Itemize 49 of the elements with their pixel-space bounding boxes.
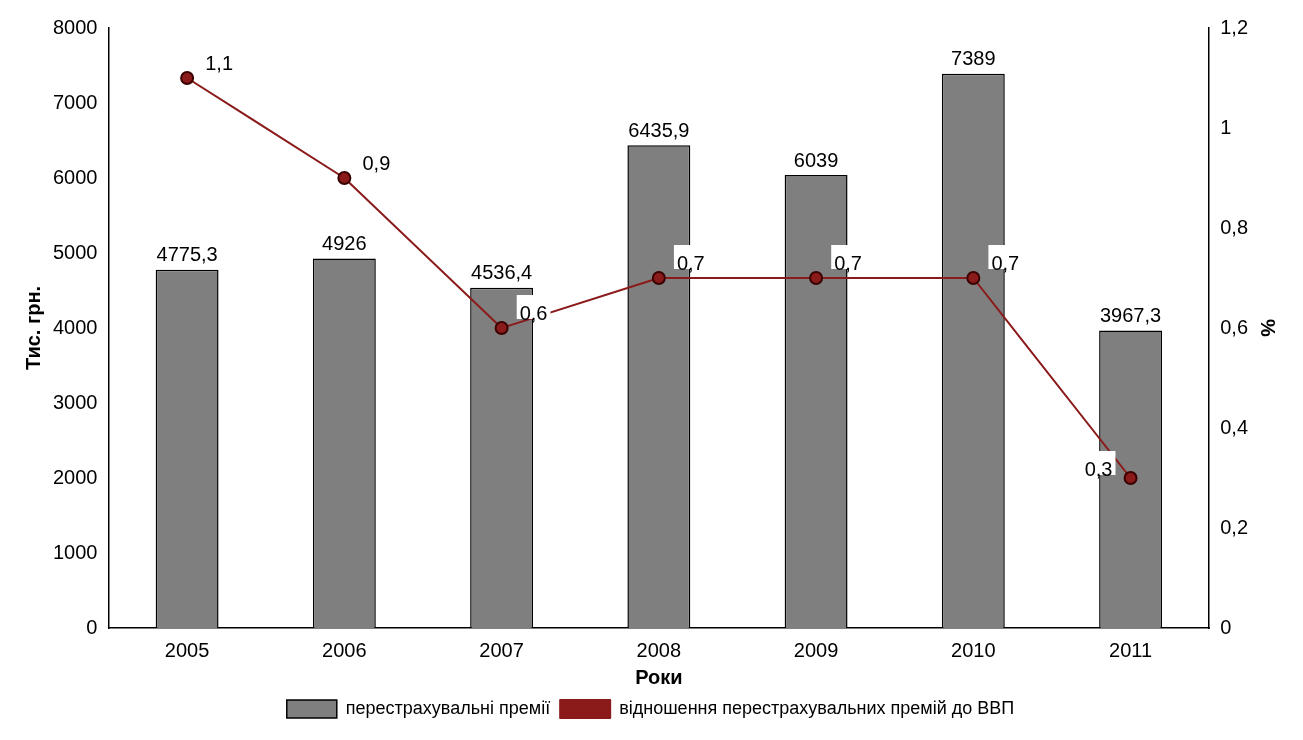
legend-label: перестрахувальні премії xyxy=(345,697,551,718)
x-axis-title: Роки xyxy=(635,665,683,688)
x-tick-label: 2010 xyxy=(951,638,996,661)
x-tick-label: 2006 xyxy=(322,638,367,661)
y2-tick-label: 0,4 xyxy=(1220,415,1249,438)
data-label: 4536,4 xyxy=(471,261,533,284)
point xyxy=(966,271,981,285)
x-tick-label: 2007 xyxy=(479,638,524,661)
data-label: 0,6 xyxy=(519,301,548,324)
y2-tick-label: 0 xyxy=(1220,615,1232,638)
y-tick-label: 1000 xyxy=(52,540,98,563)
y-tick-label: 6000 xyxy=(52,165,98,188)
data-label: 7389 xyxy=(951,47,996,70)
y-tick-label: 5000 xyxy=(52,240,98,263)
y2-tick-label: 1 xyxy=(1220,115,1232,138)
x-tick-label: 2009 xyxy=(793,638,839,661)
data-label: 0,9 xyxy=(362,151,391,174)
x-tick-label: 2011 xyxy=(1109,638,1153,661)
y-tick-label: 7000 xyxy=(52,90,98,113)
point xyxy=(1123,471,1138,485)
data-label: 0,7 xyxy=(991,251,1020,274)
y2-tick-label: 0,2 xyxy=(1220,515,1249,538)
data-label: 3967,3 xyxy=(1099,303,1162,326)
y2-tick-label: 1,2 xyxy=(1220,15,1249,38)
point xyxy=(651,271,666,285)
y-tick-label: 4000 xyxy=(52,315,98,338)
y-tick-label: 3000 xyxy=(52,390,98,413)
data-label: 1,1 xyxy=(205,51,234,74)
legend-label: відношення перестрахувальних премій до ВВП xyxy=(619,697,1015,718)
data-label: 4775,3 xyxy=(156,243,218,266)
data-label: 0,7 xyxy=(834,251,862,274)
x-tick-label: 2008 xyxy=(636,638,682,661)
data-label: 0,3 xyxy=(1084,457,1113,480)
point xyxy=(180,71,195,85)
y-tick-label: 2000 xyxy=(52,465,98,488)
y2-tick-label: 0,8 xyxy=(1220,215,1249,238)
point xyxy=(494,321,509,335)
point xyxy=(337,171,352,185)
data-label: 6039 xyxy=(793,148,839,171)
data-label: 0,7 xyxy=(676,251,705,274)
y2-tick-label: 0,6 xyxy=(1220,315,1249,338)
data-label: 6435,9 xyxy=(628,118,690,141)
data-label: 4926 xyxy=(322,232,367,255)
y-axis-title: Тис. грн. xyxy=(21,285,44,371)
x-tick-label: 2005 xyxy=(164,638,210,661)
y2-axis-title: % xyxy=(1257,319,1280,338)
y-tick-label: 8000 xyxy=(52,15,98,38)
point xyxy=(809,271,824,285)
y-tick-label: 0 xyxy=(86,615,98,638)
